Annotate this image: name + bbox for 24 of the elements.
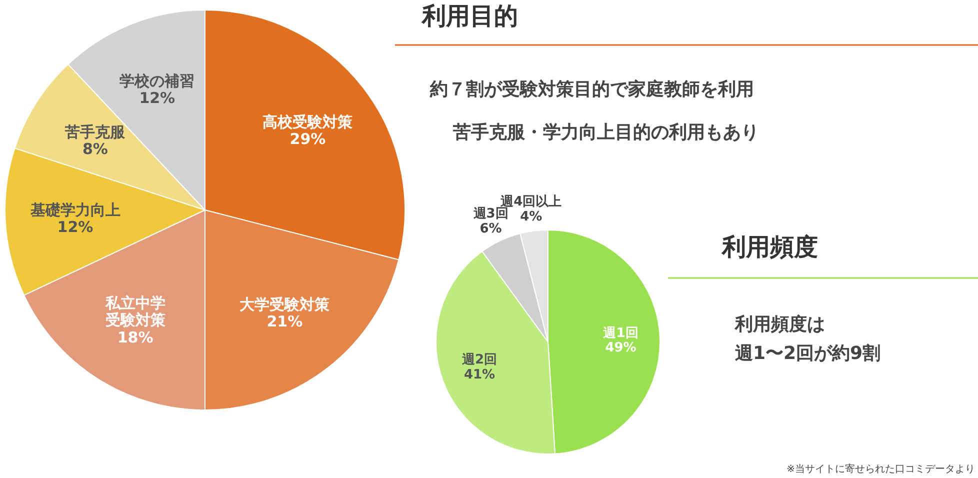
data-label: 18% xyxy=(117,328,154,346)
text: 利用頻度 xyxy=(721,233,818,261)
slice-label: 学校の補習 xyxy=(120,72,195,90)
slice-label: 週2回 xyxy=(460,352,498,368)
slice-label: 週1回 xyxy=(602,326,638,341)
text: 利用頻度は週1〜2回が約9割 xyxy=(734,314,881,364)
data-label: 49% xyxy=(605,340,636,356)
text: ※当サイトに寄せられた口コミデータより xyxy=(786,463,975,475)
slice-label: 高校受験対策 xyxy=(262,112,354,131)
data-label: 4% xyxy=(520,210,542,225)
data-label: 8% xyxy=(82,140,108,158)
slice-label: 苦手克服 xyxy=(64,122,126,141)
data-label: 21% xyxy=(266,312,303,331)
slice-label: 基礎学力向上 xyxy=(29,200,120,219)
text: 利用目的 xyxy=(421,2,518,30)
data-label: 6% xyxy=(480,221,502,236)
data-label: 12% xyxy=(139,89,176,108)
data-label: 12% xyxy=(57,218,94,236)
data-label: 41% xyxy=(464,368,496,383)
text: 約７割が受験対策目的で家庭教師を利用 xyxy=(429,79,754,100)
slice-label: 私立中学受験対策 xyxy=(104,294,166,330)
data-label: 29% xyxy=(290,130,326,148)
text: 苦手克服・学力向上目的の利用もあり xyxy=(452,122,759,143)
slice-label: 大学受験対策 xyxy=(240,295,331,314)
